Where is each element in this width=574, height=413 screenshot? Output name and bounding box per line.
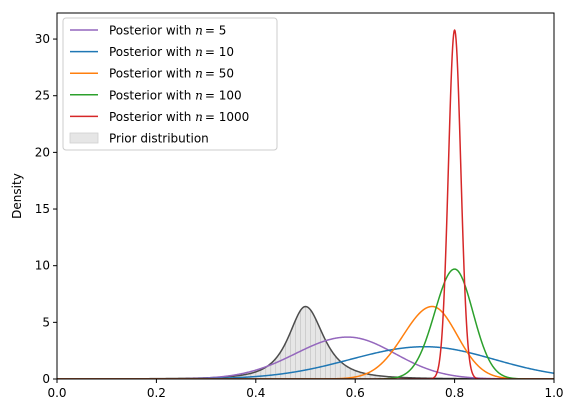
x-tick-label: 0.8 — [445, 386, 464, 400]
y-tick-label: 5 — [42, 315, 50, 329]
x-tick-label: 1.0 — [544, 386, 563, 400]
plot-frame — [56, 12, 555, 380]
y-axis-label: Density — [10, 173, 24, 219]
legend-label-1: Posterior with n = 5 — [109, 24, 226, 38]
series-line-3 — [57, 305, 554, 379]
y-tick-label: 20 — [35, 145, 50, 159]
y-axis: 0 5 10 15 20 25 30 — [35, 32, 57, 386]
x-tick-label: 0.2 — [147, 386, 166, 400]
y-tick-label: 15 — [35, 202, 50, 216]
legend-frame — [62, 17, 278, 151]
y-tick-label: 0 — [42, 372, 50, 386]
series-line-4 — [57, 268, 554, 379]
y-tick-label: 10 — [35, 259, 50, 273]
legend-swatch-prior — [69, 132, 99, 144]
x-tick-label: 0.4 — [246, 386, 265, 400]
series-line-5 — [57, 29, 554, 379]
legend-label-5: Posterior with n = 1000 — [109, 110, 249, 124]
y-tick-label: 25 — [35, 89, 50, 103]
y-tick-label: 30 — [35, 32, 50, 46]
x-tick-label: 0.6 — [346, 386, 365, 400]
x-tick-label: 0.0 — [47, 386, 66, 400]
x-axis: 0.0 0.2 0.4 0.6 0.8 1.0 — [47, 379, 564, 400]
legend-label-prior: Prior distribution — [109, 132, 209, 146]
legend: Posterior with n = 5 Posterior with n = 10 P… — [62, 17, 278, 151]
legend-label-4: Posterior with n = 100 — [109, 88, 242, 102]
legend-label-3: Posterior with n = 50 — [109, 67, 234, 81]
legend-label-2: Posterior with n = 10 — [109, 45, 234, 59]
